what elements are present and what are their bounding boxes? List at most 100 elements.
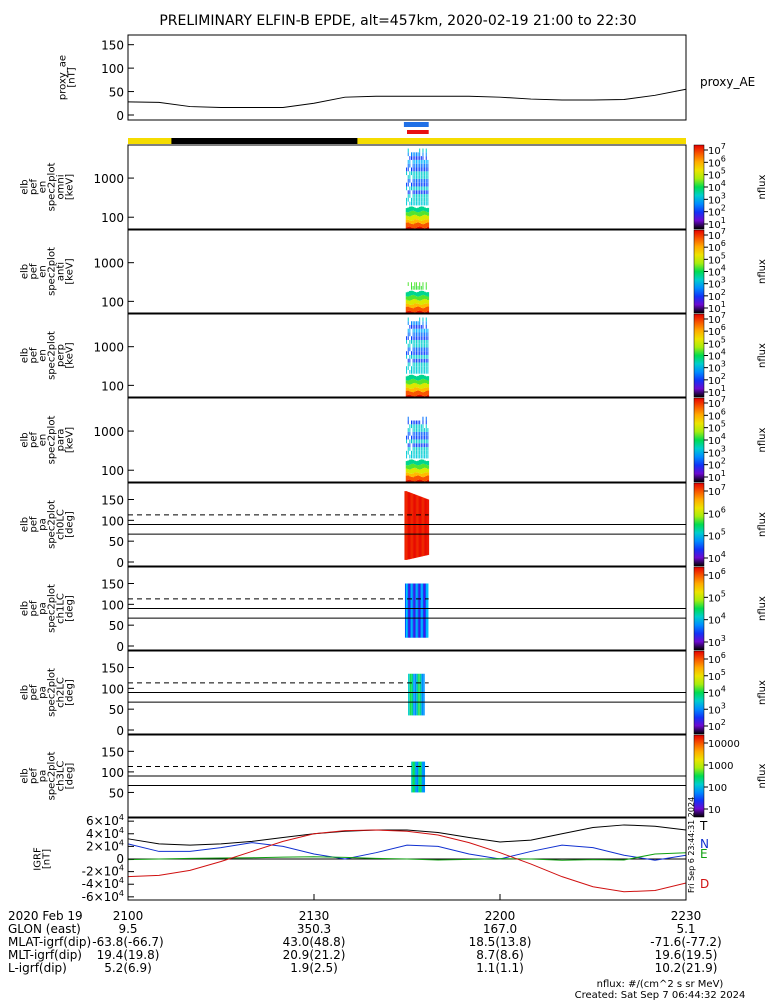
colorbar <box>693 313 705 398</box>
spectrogram-cell <box>412 339 414 344</box>
spectrogram-cell <box>422 285 424 290</box>
spectrogram-cell <box>422 159 424 164</box>
spectrogram-cell <box>407 197 409 202</box>
spectrogram-cell <box>412 182 414 187</box>
spectrogram-cell <box>410 476 413 481</box>
spectrogram-cell <box>420 311 423 313</box>
spectrogram-cell <box>417 447 419 451</box>
spectrogram-cell <box>409 362 411 367</box>
spectrogram-cell <box>415 390 418 396</box>
spectrogram-cell <box>420 300 423 305</box>
spectrogram-cell <box>422 224 425 228</box>
spectrogram-cell <box>415 194 417 198</box>
spectrogram-cell <box>417 226 420 229</box>
spectrogram-cell <box>414 285 416 290</box>
panel-proxy-ae: 150 100 50 0 proxy_ae[nT] proxy_AE <box>58 34 755 123</box>
spectrogram-cell <box>417 156 419 160</box>
spectrogram-cell <box>420 384 423 389</box>
spectrogram-cell <box>414 362 416 367</box>
spectrogram-cell <box>412 343 414 348</box>
table-value: 1.9(2.5) <box>290 961 338 975</box>
spectrogram-cell <box>407 212 410 217</box>
spectrogram-cell <box>427 207 430 213</box>
spectrogram-cell <box>412 428 414 432</box>
panel-frame <box>127 34 687 121</box>
spectrogram-cell <box>422 194 424 198</box>
spectrogram-cell <box>427 306 430 312</box>
spectrogram-cell <box>425 447 427 451</box>
ylabel-ch1lc: ch1LC <box>56 593 67 624</box>
spectrogram-cell <box>407 152 409 157</box>
spectrogram-cell <box>411 324 412 329</box>
spectrogram-cell <box>419 366 421 370</box>
spectrogram-cell <box>417 186 419 191</box>
spectrogram-cell <box>413 207 416 212</box>
spectrogram-cell <box>418 375 421 381</box>
spectrogram-cell <box>407 390 410 395</box>
ylabel-pef: pef <box>29 432 40 449</box>
colorbar-tick-label: 10000 <box>708 739 740 750</box>
spectrogram-cell <box>413 382 416 388</box>
colorbar-tick-label: 102 <box>708 718 726 733</box>
spectrogram-cell <box>420 206 423 212</box>
spectrogram-cell <box>417 300 420 304</box>
ylabel-pef: pef <box>29 179 40 196</box>
spectrogram-cell <box>420 197 422 202</box>
spectrogram-cell <box>427 351 429 355</box>
spectrogram-cell <box>412 186 414 191</box>
series-line-t <box>127 824 687 846</box>
spectrogram-cell <box>406 182 408 187</box>
spectrogram-cell <box>407 148 409 153</box>
spectrogram-cell <box>409 379 412 385</box>
spectrogram-cell <box>409 328 411 333</box>
colorbar-tick-label: 107 <box>708 311 726 326</box>
spectrogram-cell <box>409 384 412 389</box>
spectrogram-cell <box>427 296 430 301</box>
spectrogram-cell <box>409 223 412 227</box>
spectrogram-cell <box>417 460 420 466</box>
spectrogram-cell <box>415 424 417 429</box>
spectrogram-cell <box>407 387 410 391</box>
spectrogram-cell <box>423 219 426 224</box>
orbit-bar-segment <box>407 130 429 134</box>
spectrogram-cell <box>420 464 423 470</box>
table-value: 1.1(1.1) <box>476 961 524 975</box>
spectrogram-cell <box>409 163 411 168</box>
colorbar-label: nflux <box>757 596 768 621</box>
spectrogram-cell <box>427 215 430 220</box>
colorbar-tick-label: 100 <box>708 783 727 794</box>
ytick-label: 50 <box>109 535 124 549</box>
spectrogram-cell <box>420 369 422 374</box>
spectrogram-cell <box>410 473 413 477</box>
spectrogram-cell <box>422 156 424 160</box>
spectrogram-cell <box>409 459 412 465</box>
spectrogram-cell <box>414 354 416 359</box>
spectrogram-cell <box>405 468 408 473</box>
spectrogram-cell <box>409 201 411 206</box>
spectrogram-cell <box>412 459 415 464</box>
colorbar-tick-label: 106 <box>708 154 726 169</box>
spectrogram-cell <box>414 454 416 459</box>
spectrogram-cell <box>412 362 414 367</box>
spectrogram-cell <box>420 354 422 359</box>
spectrogram-cell <box>427 197 429 202</box>
spectrogram-cell <box>414 282 416 286</box>
spectrogram-cell <box>415 332 417 337</box>
spectrogram-cell <box>425 156 427 160</box>
spectrogram-cell <box>412 439 414 444</box>
ylabel-spec2plot: spec2plot <box>47 668 58 717</box>
ytick-label: 50 <box>109 619 124 633</box>
ylabel-spec2plot: spec2plot <box>47 247 58 296</box>
spectrogram-cell <box>409 343 411 348</box>
spectrogram-cell <box>419 454 421 459</box>
ylabel-pa: pa <box>38 770 49 782</box>
ylabel-ch2lc: ch2LC <box>56 677 67 708</box>
spectrogram-cell <box>412 178 414 183</box>
spectrogram-cell <box>410 215 413 221</box>
spectrogram-cell <box>410 307 413 312</box>
table-value: 167.0 <box>483 922 517 936</box>
spectrogram-cell <box>422 347 424 352</box>
spectrogram-cell <box>412 220 415 225</box>
spectrogram-cell <box>425 416 427 421</box>
